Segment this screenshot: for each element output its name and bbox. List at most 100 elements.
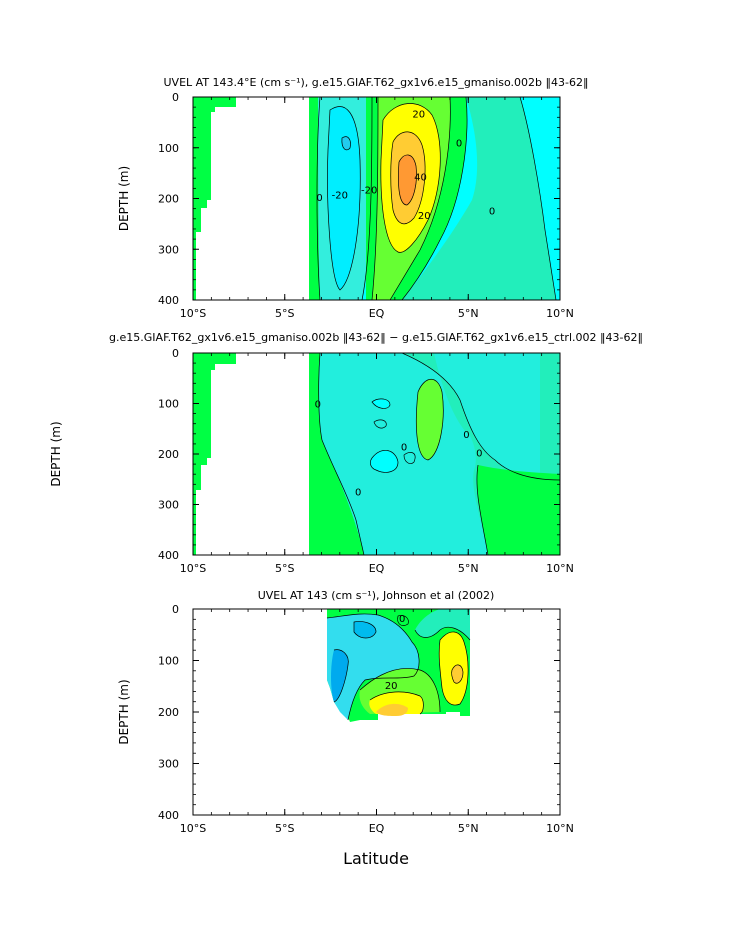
panel-2-region-cyan-pocket [370,450,398,473]
panel-1-region-blue-core [327,106,361,290]
contour-label: 20 [412,109,425,120]
panel-3-region-cyan [327,613,420,720]
x-tick-label: EQ [369,307,385,320]
panel-3-region-lightgreen-east [415,609,470,640]
panel-1-contour-labels: -20 0 -20 40 20 20 0 0 [316,109,495,222]
panel-1-contour-line [389,97,451,300]
contour-label: 0 [355,487,361,498]
panel-2-contour-line [371,398,391,409]
y-tick-label: 400 [158,294,179,307]
panel-3-contour-line [353,621,377,639]
panel-1-contour-line [519,97,557,300]
panel-2-contour-fill [193,353,560,555]
panel-3-contour-line [414,626,471,641]
panel-2-title: g.e15.GIAF.T62_gx1v6.e15_gmaniso.002b ‖4… [109,331,643,344]
contour-label: 0 [399,614,405,625]
panel-2-contour-line [401,353,560,481]
panel-2-land-mask [196,353,312,555]
y-tick-label: 300 [158,499,179,512]
x-tick-label: EQ [369,822,385,835]
panel-2-contour-line [403,452,416,464]
panel-2-contour-line [318,353,365,555]
x-axis-label: Latitude [343,849,409,868]
panel-3-contour-fill [327,609,470,722]
x-tick-label: 10°N [546,822,574,835]
y-tick-label: 0 [172,603,179,616]
panel-1-contour-line [371,97,379,300]
panel-3-contour-line [326,613,420,721]
x-tick-label: 10°S [180,562,206,575]
x-tick-label: 5°S [275,562,294,575]
contour-label: 0 [489,207,495,218]
panel-1-contour-line [327,106,361,291]
panel-3-contour-line [438,631,469,706]
y-tick-label: 200 [158,706,179,719]
panel-3-region-orange [376,703,408,716]
panel-1-contour-line [341,136,351,151]
panel-3-contour-labels: 0 20 [385,614,406,692]
panel-2: g.e15.GIAF.T62_gx1v6.e15_gmaniso.002b ‖4… [49,331,643,575]
x-tick-label: 5°N [458,307,479,320]
x-tick-label: EQ [369,562,385,575]
x-tick-label: 5°S [275,307,294,320]
y-tick-label: 0 [172,91,179,104]
contour-label: 0 [315,400,321,411]
panel-1-contour-line [380,103,441,253]
panel-3-contour-line [333,649,349,703]
panel-1-contour-line [390,131,426,225]
contour-label: 0 [463,430,469,441]
contour-label: -20 [332,191,348,202]
panel-3-region-orange-east [451,664,463,684]
contour-label: 0 [456,139,462,150]
panel-2-region-green-west [193,353,236,555]
y-tick-label: 200 [158,193,179,206]
panel-1-contour-fill [193,97,560,300]
y-tick-label: 300 [158,243,179,256]
panel-1-title: UVEL AT 143.4°E (cm s⁻¹), g.e15.GIAF.T62… [164,76,589,89]
panel-3-contour-lines [326,613,471,721]
panel-1-region-green-west [193,97,236,300]
contour-label: 20 [385,681,398,692]
panel-3-contour-line [359,668,441,713]
panel-1-contour-line [398,154,417,206]
panel-1-contour-line [361,97,373,300]
contour-label: -20 [361,185,377,196]
panel-2-contour-line [370,450,399,473]
y-tick-label: 0 [172,347,179,360]
panel-2-contour-line [476,464,489,555]
contour-label: 0 [316,193,322,204]
y-tick-label: 100 [158,142,179,155]
y-tick-label: 200 [158,448,179,461]
panel-3-contour-line [451,664,464,684]
panel-2-contour-line [416,378,444,461]
panel-3-region-blue [331,649,349,702]
panel-1-region-blue-minimum [341,136,351,150]
y-tick-label: 100 [158,398,179,411]
contour-label: 0 [476,449,482,460]
panel-1-contour-line [316,97,321,300]
x-tick-label: 10°N [546,562,574,575]
y-tick-label: 300 [158,758,179,771]
panel-2-axes: 10°S 5°S EQ 5°N 10°N 0 100 200 300 400 DEPTH (m) [49,347,574,575]
panel-3-contour-line [369,691,424,715]
panel-3-contour-line [397,615,409,626]
panel-3-title: UVEL AT 143 (cm s⁻¹), Johnson et al (200… [258,589,495,602]
panel-1-region-green-strip [309,97,320,300]
y-axis-label: DEPTH (m) [117,679,131,744]
x-tick-label: 10°N [546,307,574,320]
panel-3: UVEL AT 143 (cm s⁻¹), Johnson et al (200… [117,589,574,835]
panel-2-contour-lines [318,353,560,555]
panel-1-region-teal-east [402,97,556,300]
contour-label: 0 [401,442,407,453]
y-tick-label: 400 [158,549,179,562]
y-axis-label: DEPTH (m) [117,166,131,231]
contour-label: 40 [414,173,427,184]
panel-2-region-green-east [476,465,560,555]
x-tick-label: 10°S [180,822,206,835]
x-tick-label: 10°S [180,307,206,320]
x-tick-label: 5°S [275,822,294,835]
